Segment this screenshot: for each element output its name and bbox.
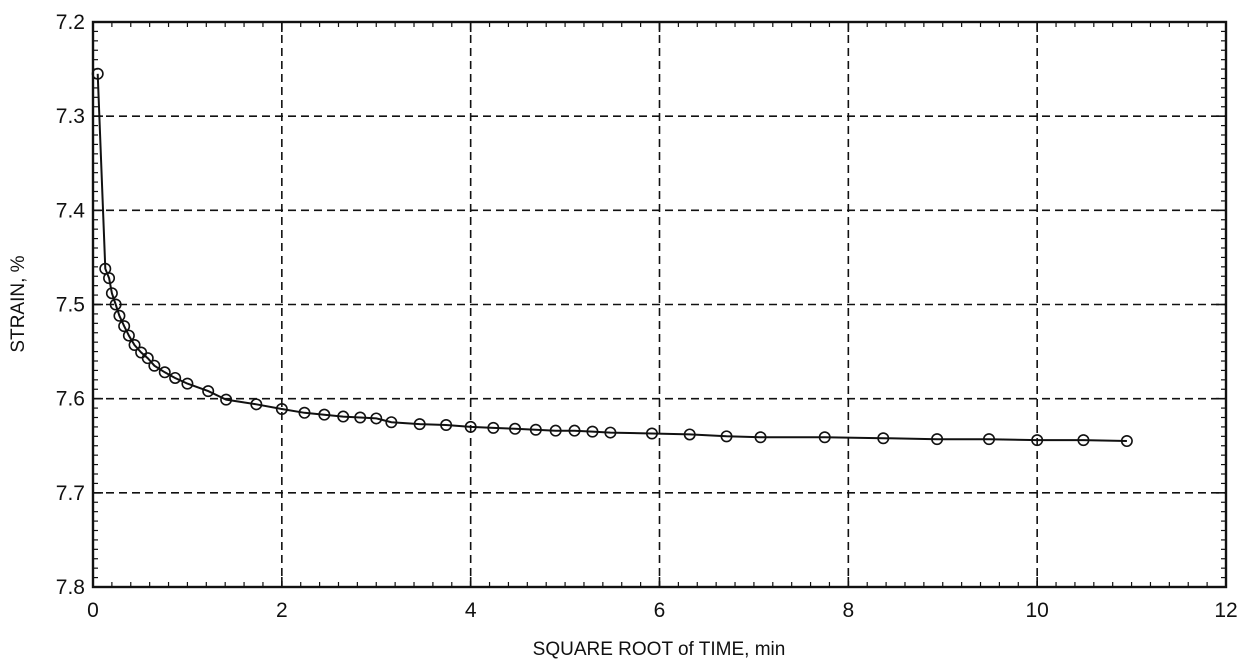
data-point [122, 329, 135, 342]
data-point [586, 425, 599, 438]
data-point [105, 287, 118, 300]
y-tick-label: 7.4 [56, 199, 86, 222]
data-point [109, 298, 122, 311]
data-point [931, 433, 944, 446]
data-point [337, 410, 350, 423]
y-tick-label: 7.8 [56, 576, 85, 599]
x-tick-label: 2 [276, 599, 288, 622]
data-point [754, 431, 767, 444]
data-point [549, 424, 562, 437]
data-point [354, 411, 367, 424]
data-point [818, 431, 831, 444]
data-point [568, 424, 581, 437]
data-point [487, 421, 500, 434]
data-point [983, 433, 996, 446]
data-point [202, 385, 215, 398]
points-layer [91, 67, 1133, 448]
data-point [318, 408, 331, 421]
data-point [141, 352, 154, 365]
data-point [1031, 434, 1044, 447]
y-tick-label: 7.2 [56, 11, 85, 34]
grid-layer [93, 22, 1226, 587]
series-line [96, 73, 1127, 442]
y-tick-label: 7.5 [56, 294, 85, 317]
data-point [113, 309, 126, 322]
data-point [158, 366, 171, 379]
data-point [91, 67, 104, 80]
data-point [181, 377, 194, 390]
data-point [118, 320, 131, 333]
plot-frame [91, 20, 1228, 589]
data-point [877, 432, 890, 445]
data-point [645, 427, 658, 440]
curve-layer [96, 73, 1127, 442]
x-axis-label: SQUARE ROOT of TIME, min [533, 639, 786, 660]
data-point [604, 426, 617, 439]
data-point [413, 418, 426, 431]
x-tick-label: 0 [87, 599, 99, 622]
data-point [275, 403, 288, 416]
data-point [1077, 434, 1090, 447]
data-point [720, 430, 733, 443]
data-point [440, 419, 453, 432]
data-point [1120, 435, 1133, 448]
data-point [128, 338, 141, 351]
data-point [370, 412, 383, 425]
data-point [169, 371, 182, 384]
y-tick-label: 7.3 [56, 105, 85, 128]
x-tick-label: 12 [1214, 599, 1237, 622]
data-point [509, 422, 522, 435]
data-point [103, 272, 116, 285]
data-point [529, 423, 542, 436]
data-point [250, 398, 263, 411]
y-tick-labels: 7.2 7.3 7.4 7.5 7.6 7.7 7.8 [56, 11, 86, 599]
y-tick-label: 7.7 [56, 482, 85, 505]
data-point [385, 416, 398, 429]
data-point [148, 359, 161, 372]
data-point [220, 393, 233, 406]
x-tick-label: 8 [842, 599, 854, 622]
x-tick-label: 6 [654, 599, 666, 622]
x-tick-label: 4 [465, 599, 477, 622]
data-point [683, 428, 696, 441]
data-point [298, 406, 311, 419]
x-tick-labels: 0 2 4 6 8 10 12 [87, 599, 1238, 622]
x-tick-label: 10 [1025, 599, 1048, 622]
data-point [464, 420, 477, 433]
y-tick-label: 7.6 [56, 388, 85, 411]
y-axis-label: STRAIN, % [8, 255, 29, 352]
